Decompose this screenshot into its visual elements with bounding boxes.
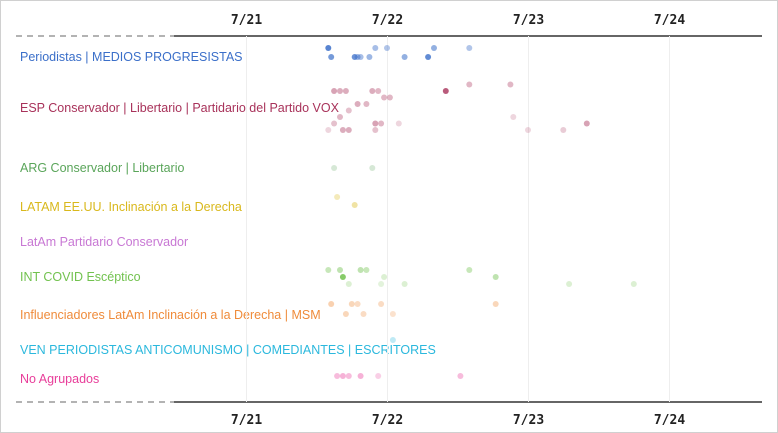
data-point [345, 107, 352, 114]
data-point [566, 281, 573, 287]
data-point [357, 373, 364, 379]
data-point [381, 274, 388, 280]
group-label: No Agrupados [20, 372, 100, 386]
data-point [369, 88, 376, 94]
data-point [357, 54, 364, 60]
data-point [378, 301, 385, 307]
x-tick-label-bottom: 7/23 [513, 413, 544, 428]
data-point [339, 274, 346, 280]
data-point [342, 311, 349, 317]
x-tick-label-top: 7/22 [372, 13, 403, 28]
data-point [325, 127, 332, 133]
group-label: INT COVID Escéptico [20, 270, 141, 284]
group-label: ESP Conservador | Libertario | Partidari… [20, 101, 339, 115]
data-point [339, 373, 346, 379]
data-point [363, 101, 370, 107]
data-point [384, 45, 390, 51]
data-point [375, 88, 382, 94]
data-point [354, 54, 361, 60]
data-point [431, 45, 437, 51]
data-point [389, 311, 396, 317]
data-point [331, 165, 338, 171]
data-point [583, 120, 590, 127]
group-label: Periodistas | MEDIOS PROGRESISTAS [20, 50, 243, 64]
data-point [525, 127, 531, 133]
data-point [348, 301, 355, 307]
data-point [351, 202, 358, 208]
data-point [363, 267, 370, 273]
data-point [345, 373, 352, 379]
data-point [389, 337, 396, 343]
x-tick-label-top: 7/24 [654, 13, 685, 28]
data-point [375, 373, 382, 379]
data-point [395, 120, 402, 127]
data-point [357, 267, 364, 273]
x-tick-label-bottom: 7/22 [372, 413, 403, 428]
x-tick-label-top: 7/23 [513, 13, 544, 28]
data-point [354, 301, 361, 307]
data-point [425, 54, 432, 60]
data-point [345, 127, 352, 133]
data-point [342, 88, 349, 94]
group-label: LatAm Partidario Conservador [20, 235, 189, 249]
data-point [328, 301, 335, 307]
data-point [372, 127, 379, 133]
data-point [369, 165, 376, 171]
data-point [457, 373, 464, 379]
data-point [325, 45, 332, 51]
data-point [334, 373, 341, 379]
data-point [360, 311, 367, 317]
data-point [331, 120, 338, 127]
data-point [337, 267, 343, 273]
data-point [492, 274, 499, 280]
data-point [401, 54, 408, 60]
data-point [331, 88, 338, 94]
data-point [386, 94, 393, 101]
data-point [510, 114, 517, 120]
group-label: Influenciadores LatAm Inclinación a la D… [20, 308, 321, 322]
data-point [354, 101, 361, 107]
data-point [442, 88, 449, 94]
data-point [466, 45, 473, 51]
data-point [401, 281, 408, 287]
data-point [366, 54, 373, 60]
data-point [381, 94, 388, 101]
data-point [378, 281, 385, 287]
group-label: ARG Conservador | Libertario [20, 161, 185, 175]
data-point [466, 267, 473, 273]
x-tick-label-bottom: 7/21 [231, 413, 262, 428]
group-label: LATAM EE.UU. Inclinación a la Derecha [20, 200, 242, 214]
data-point [378, 120, 385, 127]
data-point [345, 281, 352, 287]
data-point [466, 81, 473, 88]
data-point [560, 127, 567, 133]
x-tick-label-top: 7/21 [231, 13, 262, 28]
x-tick-label-bottom: 7/24 [654, 413, 685, 428]
data-point [372, 120, 379, 127]
data-point [372, 45, 379, 51]
data-point [325, 267, 332, 273]
data-point [328, 54, 335, 60]
data-point [507, 81, 514, 88]
group-label: VEN PERIODISTAS ANTICOMUNISMO | COMEDIAN… [20, 343, 436, 357]
data-point [334, 194, 341, 200]
data-point [337, 114, 343, 120]
data-point [492, 301, 499, 307]
data-point [630, 281, 637, 287]
data-point [339, 127, 346, 133]
data-point [337, 88, 343, 94]
